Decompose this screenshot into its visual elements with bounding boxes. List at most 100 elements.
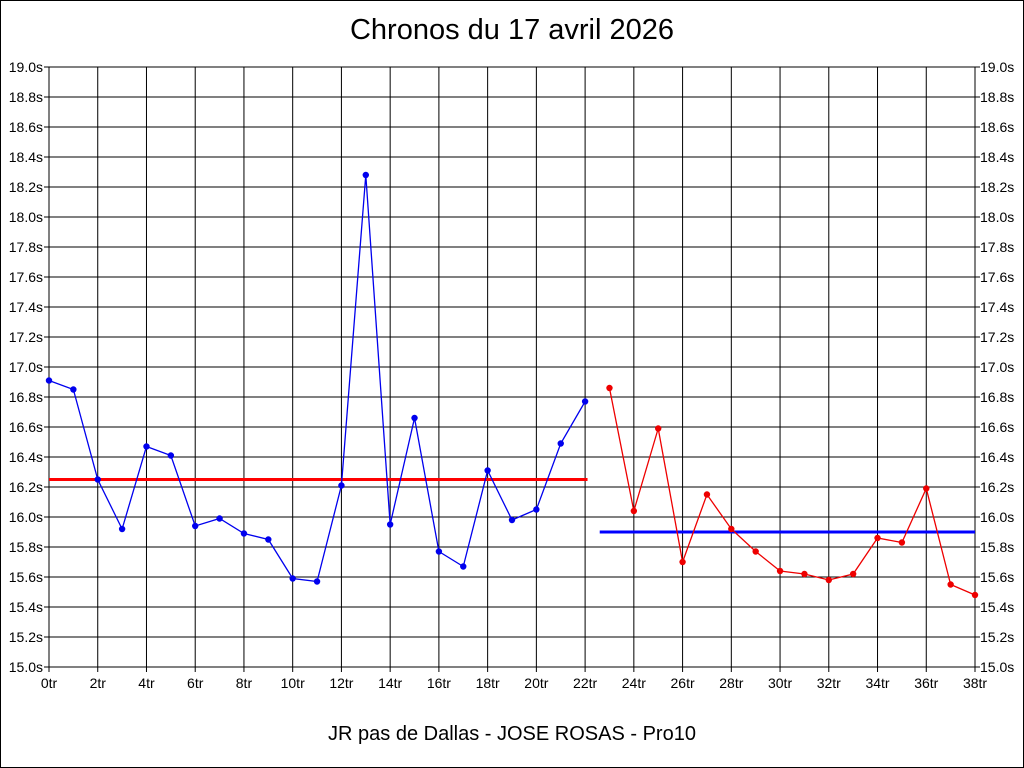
y-tick-label-right: 17.0s	[980, 359, 1014, 375]
y-tick-label-right: 16.6s	[980, 419, 1014, 435]
x-tick-label: 30tr	[768, 675, 792, 691]
y-tick-label-right: 15.6s	[980, 569, 1014, 585]
data-point	[874, 534, 881, 542]
y-tick-label-left: 18.0s	[9, 209, 43, 225]
data-point	[825, 576, 832, 584]
y-tick-label-right: 16.8s	[980, 389, 1014, 405]
data-point	[192, 522, 199, 530]
x-tick-label: 16tr	[427, 675, 451, 691]
data-point	[776, 567, 784, 575]
y-tick-label-left: 16.4s	[9, 449, 43, 465]
data-point	[45, 377, 53, 384]
data-point	[728, 525, 735, 533]
y-tick-label-right: 16.0s	[980, 509, 1014, 525]
data-point	[630, 507, 638, 515]
y-tick-label-left: 18.6s	[9, 119, 43, 135]
y-tick-label-right: 18.2s	[980, 179, 1014, 195]
x-tick-label: 34tr	[865, 675, 889, 691]
data-point	[265, 536, 272, 543]
y-tick-label-left: 15.8s	[9, 539, 43, 555]
y-tick-label-right: 18.4s	[980, 149, 1014, 165]
y-tick-label-left: 18.4s	[9, 149, 43, 165]
y-tick-label-right: 17.4s	[980, 299, 1014, 315]
y-tick-label-left: 16.6s	[9, 419, 43, 435]
y-tick-label-left: 18.8s	[9, 89, 43, 105]
x-tick-label: 32tr	[817, 675, 841, 691]
data-point	[460, 563, 467, 570]
data-point	[703, 491, 711, 498]
y-tick-label-left: 15.4s	[9, 599, 43, 615]
y-tick-label-right: 16.4s	[980, 449, 1014, 465]
x-tick-label: 4tr	[138, 675, 155, 691]
x-tick-label: 0tr	[41, 675, 58, 691]
data-point	[362, 171, 369, 179]
data-point	[898, 539, 906, 546]
plot-border	[48, 66, 976, 668]
y-tick-label-right: 18.8s	[980, 89, 1014, 105]
y-tick-label-left: 16.2s	[9, 479, 43, 495]
data-point	[508, 516, 516, 524]
series-line	[48, 174, 586, 583]
data-point	[313, 578, 321, 585]
data-point	[752, 548, 759, 555]
x-tick-label: 36tr	[914, 675, 938, 691]
data-point	[801, 570, 808, 578]
x-tick-label: 6tr	[187, 675, 204, 691]
y-tick-label-left: 17.8s	[9, 239, 43, 255]
y-tick-label-left: 17.6s	[9, 269, 43, 285]
data-point	[167, 452, 175, 459]
y-tick-label-left: 15.2s	[9, 629, 43, 645]
y-tick-label-left: 15.0s	[9, 659, 43, 675]
y-tick-label-right: 15.4s	[980, 599, 1014, 615]
data-point	[679, 558, 686, 566]
data-point	[947, 581, 954, 588]
data-point	[557, 440, 564, 447]
x-tick-label: 24tr	[622, 675, 646, 691]
data-point	[240, 530, 248, 537]
y-tick-label-right: 17.2s	[980, 329, 1014, 345]
data-point	[70, 386, 77, 393]
x-tick-label: 14tr	[378, 675, 402, 691]
y-tick-label-left: 17.0s	[9, 359, 43, 375]
y-tick-label-right: 16.2s	[980, 479, 1014, 495]
data-point	[581, 398, 589, 405]
y-tick-label-right: 19.0s	[980, 59, 1014, 75]
data-point	[533, 506, 540, 513]
y-tick-label-left: 16.0s	[9, 509, 43, 525]
y-tick-label-left: 19.0s	[9, 59, 43, 75]
data-point	[971, 591, 979, 599]
series-line	[608, 387, 976, 596]
data-point	[143, 443, 150, 450]
data-point	[435, 548, 443, 555]
x-tick-label: 28tr	[719, 675, 743, 691]
x-tick-label: 20tr	[524, 675, 548, 691]
chart-title: Chronos du 17 avril 2026	[349, 14, 675, 46]
x-tick-label: 38tr	[963, 675, 987, 691]
y-tick-label-right: 15.8s	[980, 539, 1014, 555]
data-point	[94, 476, 101, 483]
x-tick-label: 2tr	[90, 675, 107, 691]
y-tick-label-left: 15.6s	[9, 569, 43, 585]
x-tick-label: 12tr	[329, 675, 353, 691]
y-tick-label-right: 15.2s	[980, 629, 1014, 645]
data-point	[606, 384, 613, 392]
data-point	[411, 414, 418, 422]
y-tick-label-left: 17.2s	[9, 329, 43, 345]
y-tick-label-right: 17.6s	[980, 269, 1014, 285]
y-tick-label-right: 18.0s	[980, 209, 1014, 225]
x-tick-label: 18tr	[476, 675, 500, 691]
y-tick-label-right: 18.6s	[980, 119, 1014, 135]
x-tick-label: 10tr	[281, 675, 305, 691]
data-point	[216, 515, 223, 522]
x-tick-label: 22tr	[573, 675, 597, 691]
data-point	[484, 467, 491, 474]
data-point	[289, 575, 296, 582]
data-point	[923, 485, 930, 492]
data-point	[655, 425, 662, 432]
x-tick-label: 8tr	[236, 675, 253, 691]
data-point	[849, 570, 857, 578]
y-tick-label-right: 15.0s	[980, 659, 1014, 675]
data-point	[386, 521, 394, 528]
